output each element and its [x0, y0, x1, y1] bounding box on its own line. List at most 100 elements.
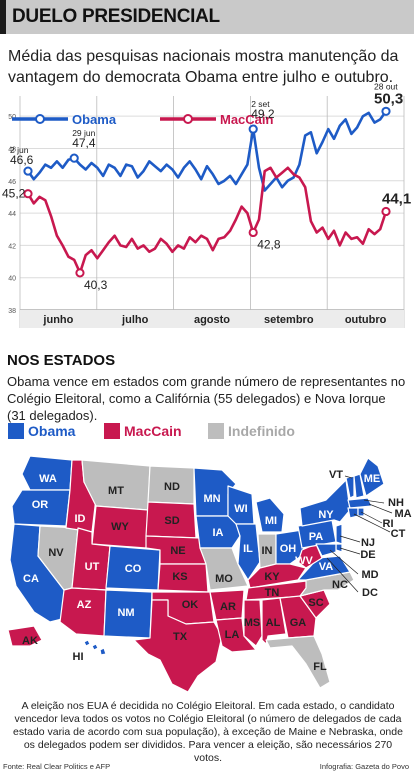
x-tick-label: julho: [121, 314, 149, 326]
maccain-point: [248, 227, 258, 238]
label-UT: UT: [85, 561, 100, 573]
label-VA: VA: [319, 561, 334, 573]
label-CO: CO: [125, 563, 142, 575]
state-NJ: [335, 523, 343, 545]
state-MO: [199, 547, 249, 591]
point-date-label: 2 jun: [10, 145, 29, 155]
credit-text: Infografia: Gazeta do Povo: [319, 762, 409, 771]
leader-lines: [326, 475, 393, 593]
x-tick-label: outubro: [345, 314, 387, 326]
us-election-map: WA OR CA NV ID MT WY UT AZ CO NM ND SD N…: [7, 455, 412, 693]
label-WY: WY: [111, 521, 129, 533]
states-section-text: Obama vence em estados com grande número…: [7, 374, 406, 423]
state-MI: [255, 497, 285, 533]
series-line: [26, 110, 388, 192]
label-WA: WA: [39, 473, 57, 485]
label-MI: MI: [265, 515, 277, 527]
legend-undefined: Indefinido: [208, 423, 295, 439]
label-PA: PA: [309, 531, 324, 543]
x-tick-label: agosto: [194, 314, 230, 326]
state-MD: [315, 543, 337, 557]
y-tick-label: 44: [8, 211, 16, 218]
page-title: DUELO PRESIDENCIAL: [12, 6, 220, 27]
obama-point: [248, 124, 258, 134]
maccain-point: [23, 189, 33, 199]
label-WI: WI: [234, 503, 247, 515]
maccain-point: [381, 206, 391, 217]
undefined-swatch: [208, 423, 224, 439]
label-RI: RI: [383, 518, 394, 530]
legend-marker: [183, 114, 193, 124]
point-value-label: 42,8: [257, 237, 281, 251]
point-value-label: 47,4: [72, 136, 96, 150]
obama-swatch: [8, 423, 24, 439]
state-VT: [345, 475, 355, 499]
state-HI-3: [99, 647, 107, 656]
label-AZ: AZ: [77, 599, 92, 611]
state-MA: [347, 497, 373, 509]
label-IN: IN: [262, 545, 273, 557]
state-MS: [243, 599, 263, 647]
point-date-label: 28 out: [374, 81, 398, 91]
label-NV: NV: [48, 547, 64, 559]
label-SC: SC: [308, 597, 323, 609]
legend-obama: Obama: [8, 423, 75, 439]
y-tick-label: 42: [8, 243, 16, 250]
legend-maccain: MacCain: [104, 423, 182, 439]
label-MO: MO: [215, 573, 233, 585]
obama-point: [381, 106, 391, 116]
state-HI: [83, 639, 91, 647]
legend-marker: [35, 114, 45, 124]
label-FL: FL: [313, 661, 327, 673]
label-NC: NC: [332, 579, 348, 591]
label-IA: IA: [213, 527, 224, 539]
y-tick-label: 48: [8, 146, 16, 153]
label-MN: MN: [203, 493, 220, 505]
point-value-label: 45,2: [2, 187, 26, 201]
label-NJ: NJ: [361, 537, 375, 549]
label-CT: CT: [391, 528, 406, 540]
label-MS: MS: [244, 617, 261, 629]
header-bar: [0, 0, 414, 34]
legend-label: Obama: [72, 112, 117, 127]
state-CT: [347, 507, 359, 519]
label-ID: ID: [75, 513, 86, 525]
state-TX: [133, 599, 223, 693]
state-AK: [7, 625, 43, 647]
label-VT: VT: [329, 469, 343, 481]
obama-point: [23, 166, 33, 176]
header-accent: [0, 0, 6, 34]
point-value-label: 44,1: [382, 190, 411, 207]
state-OH: [275, 529, 305, 565]
state-ME: [359, 457, 385, 497]
obama-point: [69, 153, 79, 163]
state-LA: [215, 617, 257, 653]
point-date-label: 29 jun: [72, 128, 95, 138]
label-NE: NE: [170, 545, 185, 557]
label-NH: NH: [388, 497, 404, 509]
series-line: [26, 166, 388, 275]
label-NM: NM: [117, 607, 134, 619]
label-AR: AR: [220, 601, 236, 613]
label-OH: OH: [280, 543, 297, 555]
point-value-label: 40,3: [84, 278, 108, 292]
label-MA: MA: [394, 508, 411, 520]
label-DC: DC: [362, 587, 378, 599]
point-value-label: 46,6: [10, 153, 34, 167]
label-KY: KY: [264, 571, 280, 583]
label-CA: CA: [23, 573, 39, 585]
maccain-swatch: [104, 423, 120, 439]
legend-label: MacCain: [220, 112, 274, 127]
state-NY: [299, 479, 351, 527]
label-AL: AL: [266, 617, 281, 629]
intro-text: Média das pesquisas nacionais mostra man…: [8, 48, 399, 86]
label-LA: LA: [225, 629, 240, 641]
point-value-label: 50,3: [374, 90, 403, 107]
label-OK: OK: [182, 599, 199, 611]
legend-obama-label: Obama: [28, 423, 76, 439]
label-ND: ND: [164, 481, 180, 493]
maccain-point: [75, 268, 85, 278]
label-AK: AK: [22, 635, 38, 647]
state-NH: [353, 473, 365, 499]
x-tick-label: junho: [42, 314, 73, 326]
